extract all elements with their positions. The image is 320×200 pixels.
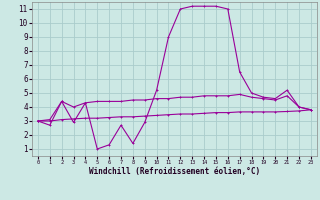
X-axis label: Windchill (Refroidissement éolien,°C): Windchill (Refroidissement éolien,°C)	[89, 167, 260, 176]
